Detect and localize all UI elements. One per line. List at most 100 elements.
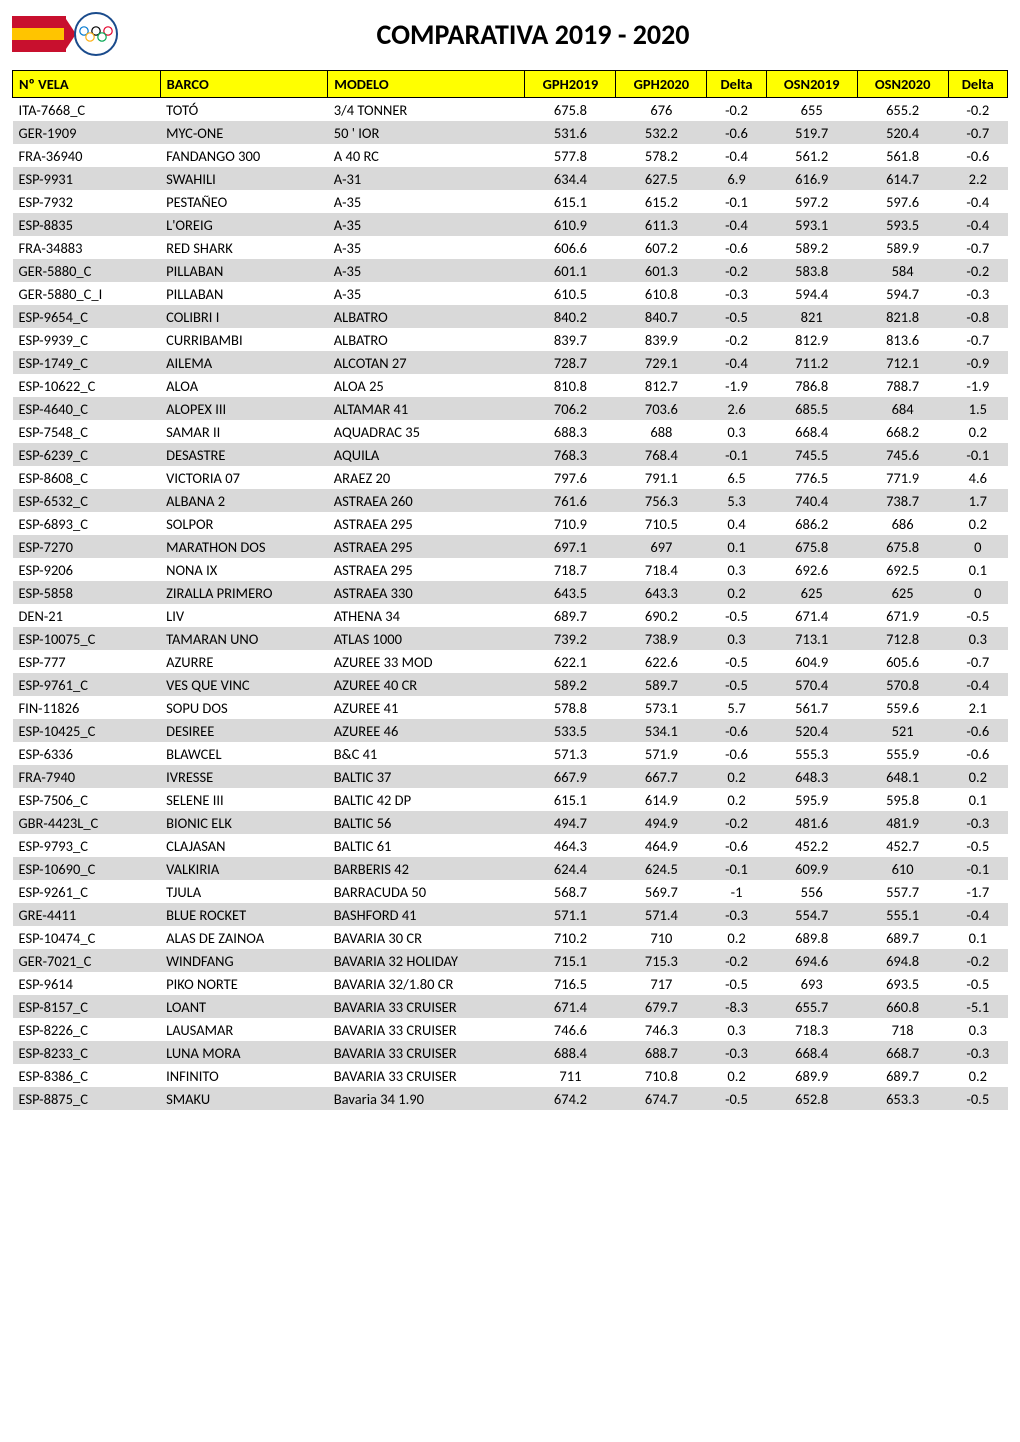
cell-delta1: 6.5 (707, 466, 766, 489)
cell-gph2020: 578.2 (616, 144, 707, 167)
cell-delta2: -5.1 (948, 995, 1007, 1018)
cell-delta2: -0.7 (948, 328, 1007, 351)
cell-delta2: -0.1 (948, 857, 1007, 880)
cell-nvela: ESP-6336 (13, 742, 161, 765)
cell-osn2020: 771.9 (857, 466, 948, 489)
cell-gph2019: 706.2 (525, 397, 616, 420)
cell-gph2020: 494.9 (616, 811, 707, 834)
cell-modelo: 3/4 TONNER (328, 98, 525, 122)
cell-gph2020: 839.9 (616, 328, 707, 351)
cell-modelo: BALTIC 61 (328, 834, 525, 857)
cell-modelo: ASTRAEA 330 (328, 581, 525, 604)
cell-delta2: 0 (948, 535, 1007, 558)
cell-gph2019: 531.6 (525, 121, 616, 144)
cell-osn2020: 668.2 (857, 420, 948, 443)
cell-barco: FANDANGO 300 (160, 144, 328, 167)
cell-nvela: ESP-10425_C (13, 719, 161, 742)
cell-osn2020: 660.8 (857, 995, 948, 1018)
cell-gph2020: 710.5 (616, 512, 707, 535)
cell-osn2019: 694.6 (766, 949, 857, 972)
cell-delta1: 2.6 (707, 397, 766, 420)
cell-barco: SELENE III (160, 788, 328, 811)
table-row: DEN-21LIVATHENA 34689.7690.2-0.5671.4671… (13, 604, 1008, 627)
cell-osn2019: 693 (766, 972, 857, 995)
spain-flag-icon (12, 16, 66, 52)
cell-delta2: -0.8 (948, 305, 1007, 328)
cell-delta2: 0.1 (948, 788, 1007, 811)
cell-gph2019: 578.8 (525, 696, 616, 719)
cell-osn2020: 555.9 (857, 742, 948, 765)
table-row: ESP-7270MARATHON DOSASTRAEA 295697.16970… (13, 535, 1008, 558)
cell-osn2020: 686 (857, 512, 948, 535)
cell-nvela: ESP-6532_C (13, 489, 161, 512)
cell-barco: CURRIBAMBI (160, 328, 328, 351)
cell-osn2019: 689.8 (766, 926, 857, 949)
cell-modelo: AQUADRAC 35 (328, 420, 525, 443)
cell-nvela: ESP-8835 (13, 213, 161, 236)
cell-osn2019: 520.4 (766, 719, 857, 742)
cell-osn2020: 668.7 (857, 1041, 948, 1064)
table-row: ESP-10425_CDESIREEAZUREE 46533.5534.1-0.… (13, 719, 1008, 742)
cell-nvela: FRA-34883 (13, 236, 161, 259)
cell-gph2020: 674.7 (616, 1087, 707, 1110)
cell-delta1: -0.2 (707, 259, 766, 282)
cell-modelo: BALTIC 42 DP (328, 788, 525, 811)
cell-nvela: ESP-4640_C (13, 397, 161, 420)
cell-barco: LOANT (160, 995, 328, 1018)
cell-osn2020: 689.7 (857, 926, 948, 949)
table-row: ESP-8608_CVICTORIA 07ARAEZ 20797.6791.16… (13, 466, 1008, 489)
cell-osn2019: 689.9 (766, 1064, 857, 1087)
cell-gph2019: 577.8 (525, 144, 616, 167)
cell-delta1: -0.5 (707, 972, 766, 995)
cell-barco: SOLPOR (160, 512, 328, 535)
cell-gph2020: 532.2 (616, 121, 707, 144)
cell-modelo: AZUREE 40 CR (328, 673, 525, 696)
cell-gph2020: 756.3 (616, 489, 707, 512)
cell-gph2019: 674.2 (525, 1087, 616, 1110)
cell-modelo: BAVARIA 32 HOLIDAY (328, 949, 525, 972)
cell-barco: SMAKU (160, 1087, 328, 1110)
table-header-row: Nº VELA BARCO MODELO GPH2019 GPH2020 Del… (13, 71, 1008, 98)
table-row: ESP-6239_CDESASTREAQUILA768.3768.4-0.174… (13, 443, 1008, 466)
cell-modelo: ALOA 25 (328, 374, 525, 397)
cell-osn2020: 712.1 (857, 351, 948, 374)
cell-osn2020: 694.8 (857, 949, 948, 972)
cell-gph2020: 643.3 (616, 581, 707, 604)
table-row: ESP-7506_CSELENE IIIBALTIC 42 DP615.1614… (13, 788, 1008, 811)
cell-modelo: ARAEZ 20 (328, 466, 525, 489)
cell-barco: PESTAÑEO (160, 190, 328, 213)
cell-osn2019: 745.5 (766, 443, 857, 466)
cell-delta1: 0.2 (707, 1064, 766, 1087)
cell-gph2020: 791.1 (616, 466, 707, 489)
cell-gph2019: 739.2 (525, 627, 616, 650)
cell-delta1: 0.4 (707, 512, 766, 535)
cell-barco: ALOA (160, 374, 328, 397)
cell-modelo: BAVARIA 30 CR (328, 926, 525, 949)
cell-gph2019: 768.3 (525, 443, 616, 466)
cell-nvela: ESP-8233_C (13, 1041, 161, 1064)
cell-osn2019: 668.4 (766, 420, 857, 443)
cell-delta2: 0 (948, 581, 1007, 604)
cell-gph2019: 688.4 (525, 1041, 616, 1064)
cell-gph2020: 812.7 (616, 374, 707, 397)
cell-delta1: -0.2 (707, 811, 766, 834)
cell-delta1: -0.4 (707, 144, 766, 167)
cell-osn2020: 610 (857, 857, 948, 880)
cell-osn2020: 712.8 (857, 627, 948, 650)
table-row: ESP-6532_CALBANA 2ASTRAEA 260761.6756.35… (13, 489, 1008, 512)
cell-osn2020: 452.7 (857, 834, 948, 857)
cell-delta1: -0.5 (707, 604, 766, 627)
cell-barco: INFINITO (160, 1064, 328, 1087)
table-row: ESP-7932PESTAÑEOA-35615.1615.2-0.1597.25… (13, 190, 1008, 213)
cell-osn2020: 648.1 (857, 765, 948, 788)
logo (12, 12, 118, 56)
cell-gph2020: 715.3 (616, 949, 707, 972)
col-header-delta2: Delta (948, 71, 1007, 98)
table-row: ESP-10690_CVALKIRIABARBERIS 42624.4624.5… (13, 857, 1008, 880)
cell-delta2: 0.1 (948, 926, 1007, 949)
table-row: GRE-4411BLUE ROCKETBASHFORD 41571.1571.4… (13, 903, 1008, 926)
cell-osn2020: 561.8 (857, 144, 948, 167)
cell-nvela: ESP-6893_C (13, 512, 161, 535)
cell-osn2020: 597.6 (857, 190, 948, 213)
cell-delta1: -0.5 (707, 305, 766, 328)
